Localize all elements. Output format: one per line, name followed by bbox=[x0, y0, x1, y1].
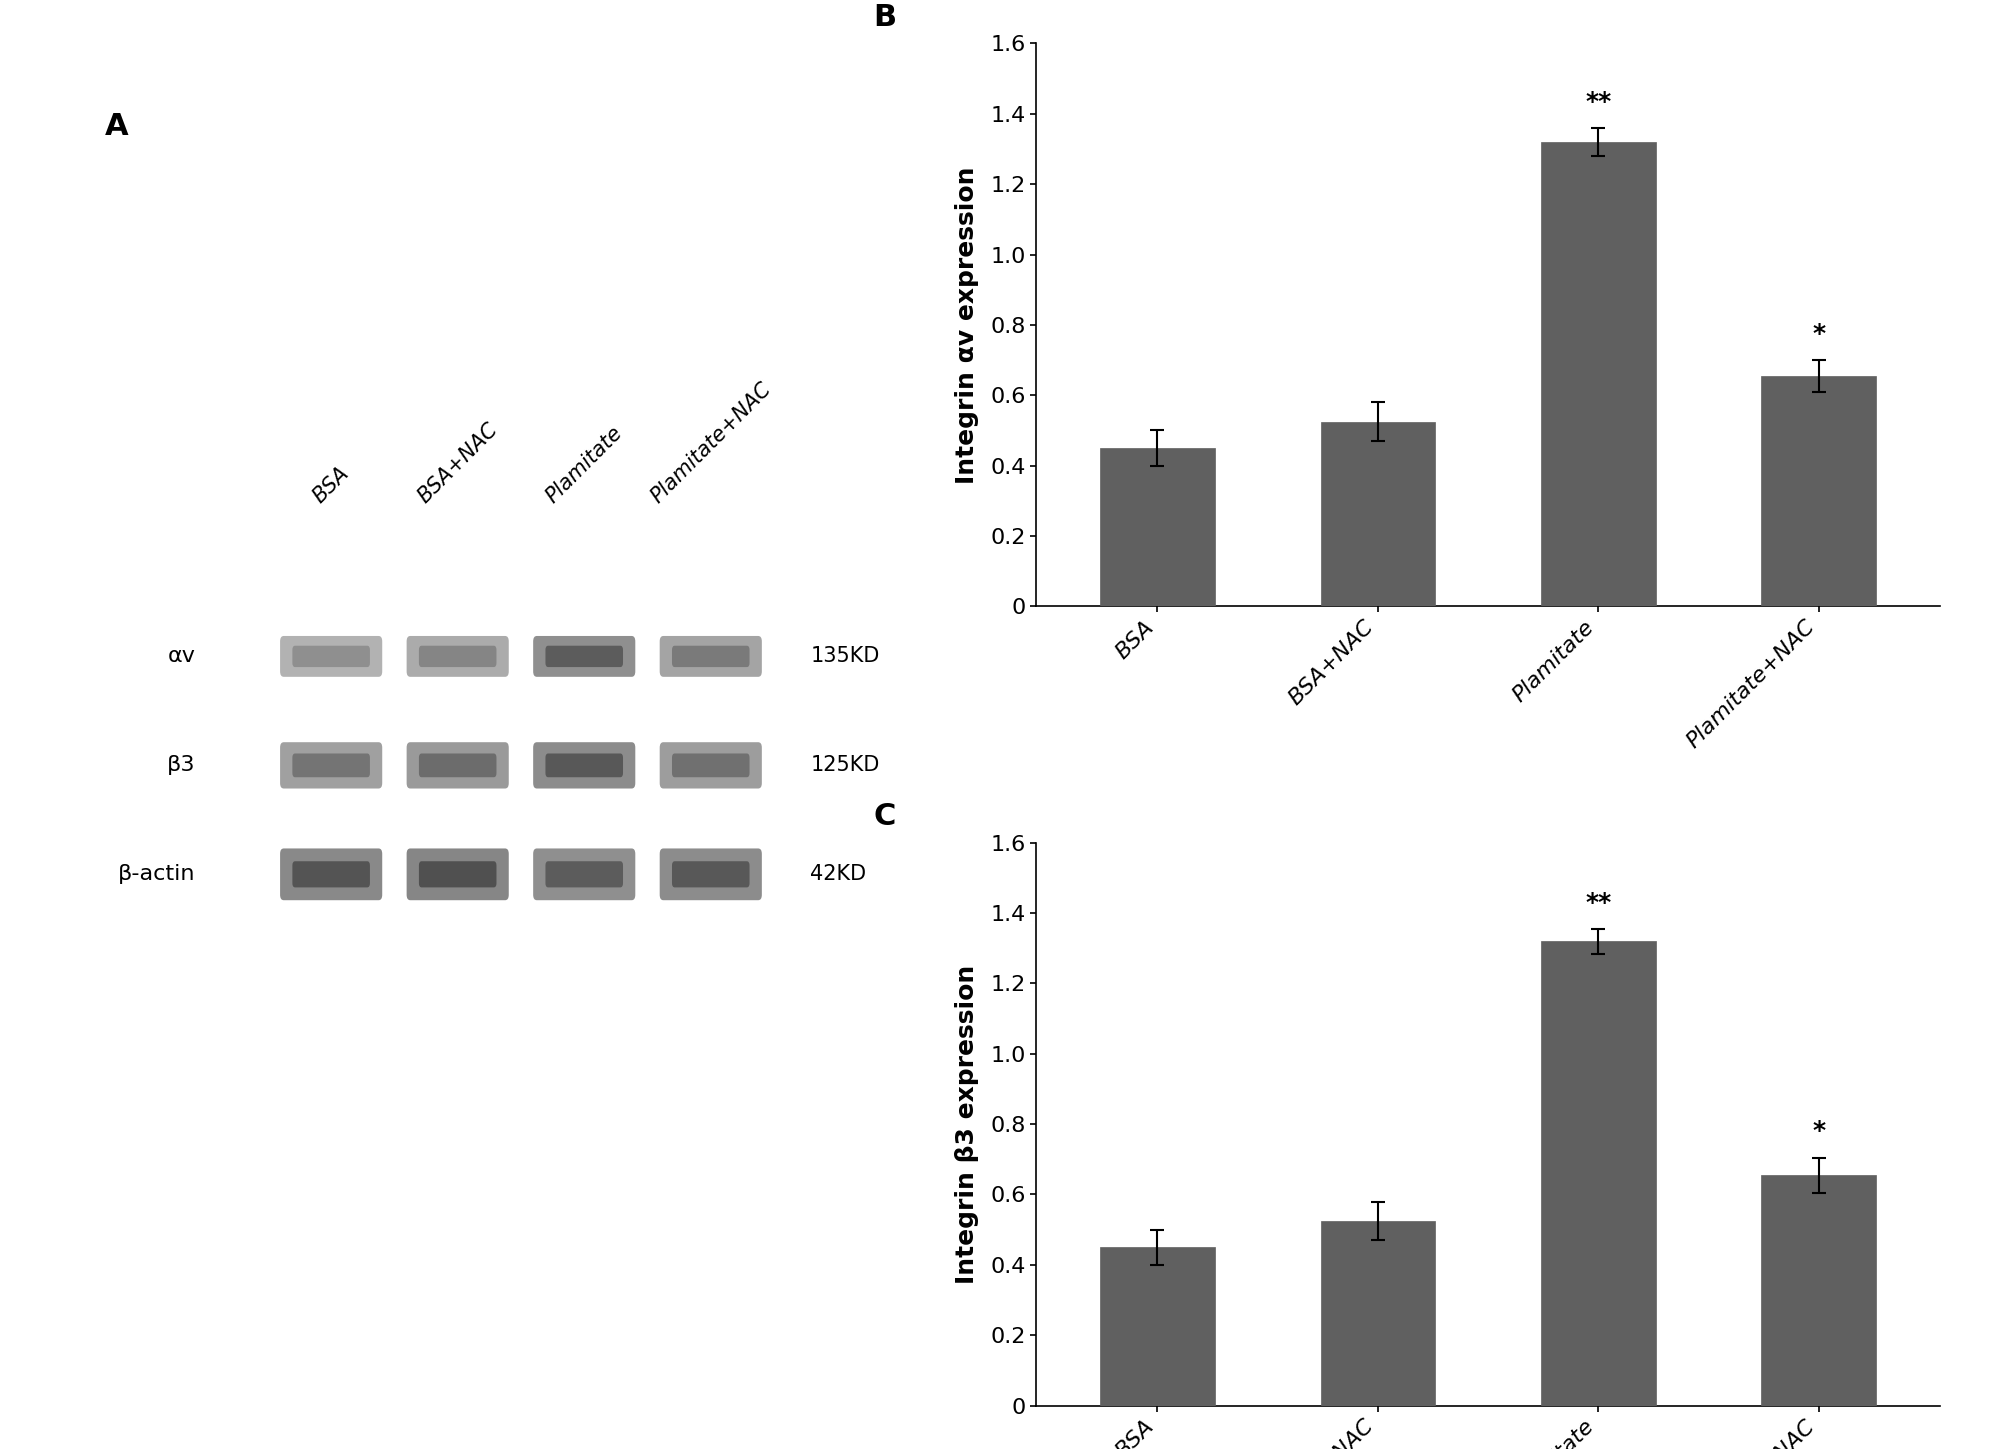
Text: β3: β3 bbox=[168, 755, 196, 775]
Bar bbox=[1100, 1248, 1214, 1406]
FancyBboxPatch shape bbox=[534, 849, 636, 900]
FancyBboxPatch shape bbox=[660, 742, 762, 788]
FancyBboxPatch shape bbox=[660, 636, 762, 677]
FancyBboxPatch shape bbox=[280, 742, 382, 788]
Bar bbox=[1100, 448, 1214, 606]
Bar bbox=[1762, 375, 1876, 606]
FancyBboxPatch shape bbox=[406, 636, 508, 677]
Text: 125KD: 125KD bbox=[810, 755, 880, 775]
FancyBboxPatch shape bbox=[280, 849, 382, 900]
Text: β-actin: β-actin bbox=[118, 864, 196, 884]
Text: BSA+NAC: BSA+NAC bbox=[414, 419, 502, 507]
Text: B: B bbox=[874, 3, 896, 32]
FancyBboxPatch shape bbox=[546, 861, 624, 887]
Text: **: ** bbox=[1586, 90, 1612, 114]
Bar bbox=[1762, 1175, 1876, 1406]
Text: **: ** bbox=[1586, 891, 1612, 914]
Text: 135KD: 135KD bbox=[810, 646, 880, 667]
FancyBboxPatch shape bbox=[672, 753, 750, 777]
FancyBboxPatch shape bbox=[292, 861, 370, 887]
FancyBboxPatch shape bbox=[672, 646, 750, 667]
FancyBboxPatch shape bbox=[534, 636, 636, 677]
Text: A: A bbox=[106, 112, 128, 141]
FancyBboxPatch shape bbox=[672, 861, 750, 887]
Text: αv: αv bbox=[168, 646, 196, 667]
Text: Plamitate+NAC: Plamitate+NAC bbox=[646, 378, 774, 507]
FancyBboxPatch shape bbox=[406, 849, 508, 900]
FancyBboxPatch shape bbox=[418, 753, 496, 777]
Bar bbox=[1320, 422, 1436, 606]
FancyBboxPatch shape bbox=[406, 742, 508, 788]
FancyBboxPatch shape bbox=[418, 861, 496, 887]
Bar bbox=[1540, 942, 1656, 1406]
FancyBboxPatch shape bbox=[292, 646, 370, 667]
FancyBboxPatch shape bbox=[546, 753, 624, 777]
Text: BSA: BSA bbox=[310, 462, 354, 507]
Bar bbox=[1540, 142, 1656, 606]
Text: *: * bbox=[1812, 322, 1826, 346]
Y-axis label: Integrin αv expression: Integrin αv expression bbox=[956, 167, 980, 484]
FancyBboxPatch shape bbox=[534, 742, 636, 788]
FancyBboxPatch shape bbox=[546, 646, 624, 667]
FancyBboxPatch shape bbox=[280, 636, 382, 677]
FancyBboxPatch shape bbox=[292, 753, 370, 777]
Text: C: C bbox=[874, 803, 896, 832]
Y-axis label: Integrin β3 expression: Integrin β3 expression bbox=[956, 965, 980, 1284]
Text: *: * bbox=[1812, 1120, 1826, 1143]
Text: 42KD: 42KD bbox=[810, 864, 866, 884]
Text: Plamitate: Plamitate bbox=[542, 422, 626, 507]
FancyBboxPatch shape bbox=[418, 646, 496, 667]
FancyBboxPatch shape bbox=[660, 849, 762, 900]
Bar bbox=[1320, 1222, 1436, 1406]
